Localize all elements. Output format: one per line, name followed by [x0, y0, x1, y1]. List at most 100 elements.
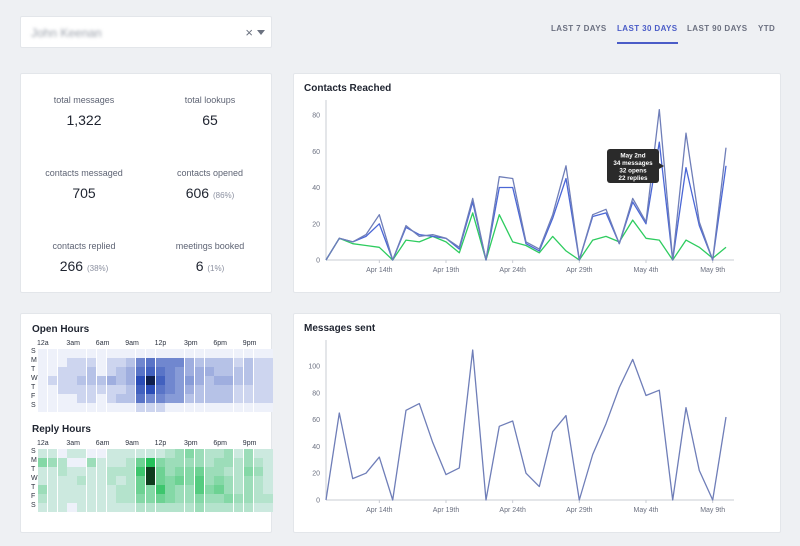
heatmap-cell[interactable]	[253, 349, 263, 358]
heatmap-cell[interactable]	[57, 349, 67, 358]
heatmap-cell[interactable]	[136, 476, 146, 485]
heatmap-cell[interactable]	[234, 494, 244, 503]
heatmap-cell[interactable]	[57, 503, 67, 512]
heatmap-cell[interactable]	[253, 485, 263, 494]
heatmap-cell[interactable]	[185, 358, 195, 367]
heatmap-cell[interactable]	[47, 494, 58, 503]
heatmap-cell[interactable]	[165, 476, 175, 485]
heatmap-cell[interactable]	[106, 358, 116, 367]
heatmap-cell[interactable]	[234, 349, 244, 358]
heatmap-cell[interactable]	[96, 503, 107, 512]
heatmap-cell[interactable]	[87, 358, 97, 367]
heatmap-cell[interactable]	[214, 403, 224, 412]
heatmap-cell[interactable]	[194, 394, 205, 403]
heatmap-cell[interactable]	[87, 403, 97, 412]
heatmap-cell[interactable]	[194, 485, 205, 494]
heatmap-cell[interactable]	[204, 403, 214, 412]
heatmap-cell[interactable]	[165, 503, 175, 512]
heatmap-cell[interactable]	[234, 394, 244, 403]
heatmap-cell[interactable]	[67, 503, 77, 512]
heatmap-cell[interactable]	[175, 476, 185, 485]
heatmap-cell[interactable]	[47, 349, 58, 358]
heatmap-cell[interactable]	[224, 503, 234, 512]
heatmap-cell[interactable]	[38, 467, 48, 476]
heatmap-cell[interactable]	[57, 476, 67, 485]
heatmap-cell[interactable]	[175, 503, 185, 512]
heatmap-cell[interactable]	[116, 458, 126, 467]
heatmap-cell[interactable]	[67, 349, 77, 358]
heatmap-cell[interactable]	[253, 449, 263, 458]
heatmap-cell[interactable]	[116, 494, 126, 503]
heatmap-cell[interactable]	[243, 367, 254, 376]
heatmap-cell[interactable]	[126, 494, 136, 503]
heatmap-cell[interactable]	[214, 476, 224, 485]
heatmap-cell[interactable]	[38, 449, 48, 458]
heatmap-cell[interactable]	[263, 349, 273, 358]
heatmap-cell[interactable]	[204, 458, 214, 467]
heatmap-cell[interactable]	[175, 367, 185, 376]
heatmap-cell[interactable]	[126, 358, 136, 367]
heatmap-cell[interactable]	[77, 385, 87, 394]
heatmap-cell[interactable]	[185, 467, 195, 476]
heatmap-cell[interactable]	[263, 403, 273, 412]
heatmap-cell[interactable]	[126, 485, 136, 494]
heatmap-cell[interactable]	[155, 485, 165, 494]
heatmap-cell[interactable]	[126, 376, 136, 385]
heatmap-cell[interactable]	[145, 494, 156, 503]
tab-last-30-days[interactable]: LAST 30 DAYS	[617, 24, 678, 44]
heatmap-cell[interactable]	[136, 376, 146, 385]
heatmap-cell[interactable]	[185, 367, 195, 376]
heatmap-cell[interactable]	[155, 476, 165, 485]
heatmap-cell[interactable]	[106, 449, 116, 458]
heatmap-cell[interactable]	[214, 467, 224, 476]
heatmap-cell[interactable]	[116, 467, 126, 476]
heatmap-cell[interactable]	[57, 485, 67, 494]
heatmap-cell[interactable]	[214, 485, 224, 494]
heatmap-cell[interactable]	[87, 458, 97, 467]
heatmap-cell[interactable]	[57, 385, 67, 394]
heatmap-cell[interactable]	[155, 403, 165, 412]
heatmap-cell[interactable]	[96, 476, 107, 485]
heatmap-cell[interactable]	[87, 394, 97, 403]
heatmap-cell[interactable]	[116, 403, 126, 412]
heatmap-cell[interactable]	[224, 376, 234, 385]
heatmap-cell[interactable]	[96, 349, 107, 358]
heatmap-cell[interactable]	[253, 503, 263, 512]
heatmap-cell[interactable]	[116, 476, 126, 485]
heatmap-cell[interactable]	[253, 367, 263, 376]
heatmap-cell[interactable]	[204, 485, 214, 494]
heatmap-cell[interactable]	[136, 403, 146, 412]
heatmap-cell[interactable]	[165, 485, 175, 494]
heatmap-cell[interactable]	[263, 385, 273, 394]
heatmap-cell[interactable]	[67, 394, 77, 403]
heatmap-cell[interactable]	[155, 367, 165, 376]
heatmap-cell[interactable]	[38, 385, 48, 394]
heatmap-cell[interactable]	[126, 403, 136, 412]
heatmap-cell[interactable]	[116, 394, 126, 403]
heatmap-cell[interactable]	[234, 467, 244, 476]
heatmap-cell[interactable]	[145, 458, 156, 467]
heatmap-cell[interactable]	[243, 376, 254, 385]
heatmap-cell[interactable]	[116, 449, 126, 458]
heatmap-cell[interactable]	[96, 358, 107, 367]
heatmap-cell[interactable]	[67, 367, 77, 376]
heatmap-cell[interactable]	[234, 358, 244, 367]
heatmap-cell[interactable]	[106, 403, 116, 412]
heatmap-cell[interactable]	[224, 458, 234, 467]
heatmap-cell[interactable]	[47, 449, 58, 458]
heatmap-cell[interactable]	[175, 494, 185, 503]
heatmap-cell[interactable]	[67, 476, 77, 485]
heatmap-cell[interactable]	[77, 467, 87, 476]
heatmap-cell[interactable]	[77, 449, 87, 458]
heatmap-cell[interactable]	[214, 349, 224, 358]
heatmap-cell[interactable]	[77, 476, 87, 485]
heatmap-cell[interactable]	[234, 503, 244, 512]
heatmap-cell[interactable]	[194, 494, 205, 503]
heatmap-cell[interactable]	[106, 376, 116, 385]
heatmap-cell[interactable]	[126, 476, 136, 485]
heatmap-cell[interactable]	[165, 394, 175, 403]
heatmap-cell[interactable]	[204, 503, 214, 512]
heatmap-cell[interactable]	[77, 503, 87, 512]
heatmap-cell[interactable]	[155, 467, 165, 476]
heatmap-cell[interactable]	[155, 385, 165, 394]
